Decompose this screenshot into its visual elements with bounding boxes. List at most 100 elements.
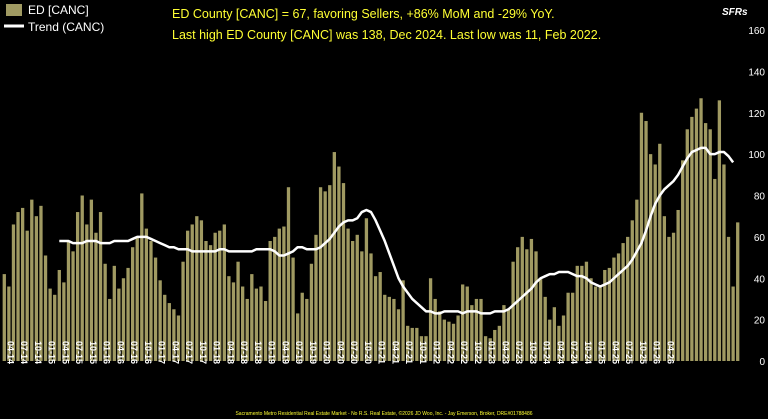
y-tick-label: 120 [748, 109, 765, 120]
bar [428, 278, 433, 361]
bar [11, 224, 16, 361]
bar [396, 309, 401, 361]
bar [332, 152, 336, 361]
x-tick-label: 10-23 [528, 341, 538, 364]
bar [314, 234, 318, 361]
bar [108, 298, 112, 361]
bar [616, 253, 621, 361]
bar [346, 228, 350, 361]
bar [222, 224, 226, 361]
legend-label-trend: Trend (CANC) [28, 20, 104, 34]
x-tick-label: 04-17 [170, 341, 180, 364]
bar [373, 276, 378, 361]
bar [479, 298, 483, 361]
bar [85, 224, 89, 361]
bar [341, 183, 346, 361]
bar [703, 123, 708, 361]
bar [419, 336, 424, 361]
bar [7, 286, 11, 361]
x-tick-label: 01-17 [157, 341, 167, 364]
x-tick-label: 10-15 [88, 341, 98, 364]
x-tick-label: 07-24 [569, 341, 579, 364]
bar [561, 315, 566, 361]
bar [309, 263, 314, 361]
bar [282, 226, 286, 361]
bar [534, 251, 538, 361]
bar [451, 323, 456, 361]
bar [456, 315, 460, 361]
bar [318, 187, 323, 361]
bar [227, 276, 231, 361]
trend-line [59, 146, 735, 315]
y-tick-label: 160 [748, 26, 765, 37]
bar [71, 251, 75, 361]
x-tick-label: 07-16 [129, 341, 139, 364]
x-tick-label: 04-20 [335, 341, 345, 364]
bar [48, 288, 52, 361]
x-tick-label: 01-23 [487, 341, 497, 364]
bar [360, 251, 364, 361]
x-tick-label: 01-19 [267, 341, 277, 364]
bar [268, 241, 272, 361]
bar [726, 236, 731, 362]
bar [296, 313, 300, 361]
bar [387, 296, 391, 361]
bar [39, 205, 43, 361]
bar [502, 305, 506, 361]
y-tick-label: 100 [748, 150, 765, 161]
bar [204, 241, 208, 361]
x-tick-label: 01-21 [377, 341, 387, 364]
x-tick-label: 07-25 [624, 341, 634, 364]
x-tick-label: 04-15 [60, 341, 70, 364]
bar [685, 129, 689, 361]
bar [57, 269, 61, 361]
bar [470, 305, 474, 361]
x-tick-label: 04-23 [500, 341, 510, 364]
x-tick-label: 04-19 [280, 341, 290, 364]
x-axis: 04-14 07-14 10-14 01-15 04-15 07-15 10-15 01-16… [5, 341, 675, 364]
bar [112, 265, 116, 361]
bar [694, 108, 699, 361]
bar [392, 298, 396, 361]
bar [305, 298, 309, 361]
bar [62, 282, 66, 361]
x-tick-label: 04-26 [665, 341, 675, 364]
bar [575, 265, 579, 361]
bar [2, 274, 6, 361]
bar [474, 298, 479, 361]
bar [190, 224, 194, 361]
bar [80, 195, 84, 361]
bar [612, 257, 616, 361]
bar [713, 178, 717, 361]
bar [259, 286, 263, 361]
bar [250, 274, 254, 361]
bar [433, 298, 437, 361]
x-tick-label: 10-25 [638, 341, 648, 364]
y-tick-label: 20 [754, 316, 766, 327]
bar [516, 247, 520, 361]
x-tick-label: 07-19 [294, 341, 304, 364]
bar [163, 294, 167, 361]
bar [121, 278, 126, 361]
bar [130, 247, 135, 361]
bar [630, 220, 634, 361]
x-tick-label: 10-16 [143, 341, 153, 364]
bar [635, 199, 639, 361]
bar [488, 338, 492, 361]
bar [195, 216, 199, 361]
bar [644, 121, 648, 361]
bar [300, 292, 304, 361]
bar [144, 228, 149, 361]
bar [140, 193, 144, 361]
bar [699, 98, 703, 362]
bar [506, 309, 511, 361]
bar [167, 303, 171, 361]
bar [465, 286, 469, 361]
bar [529, 238, 534, 361]
x-tick-label: 01-20 [322, 341, 332, 364]
x-tick-label: 07-15 [74, 341, 84, 364]
bar [213, 232, 217, 361]
bar [75, 212, 80, 361]
x-tick-label: 04-25 [610, 341, 620, 364]
bar [626, 236, 630, 362]
